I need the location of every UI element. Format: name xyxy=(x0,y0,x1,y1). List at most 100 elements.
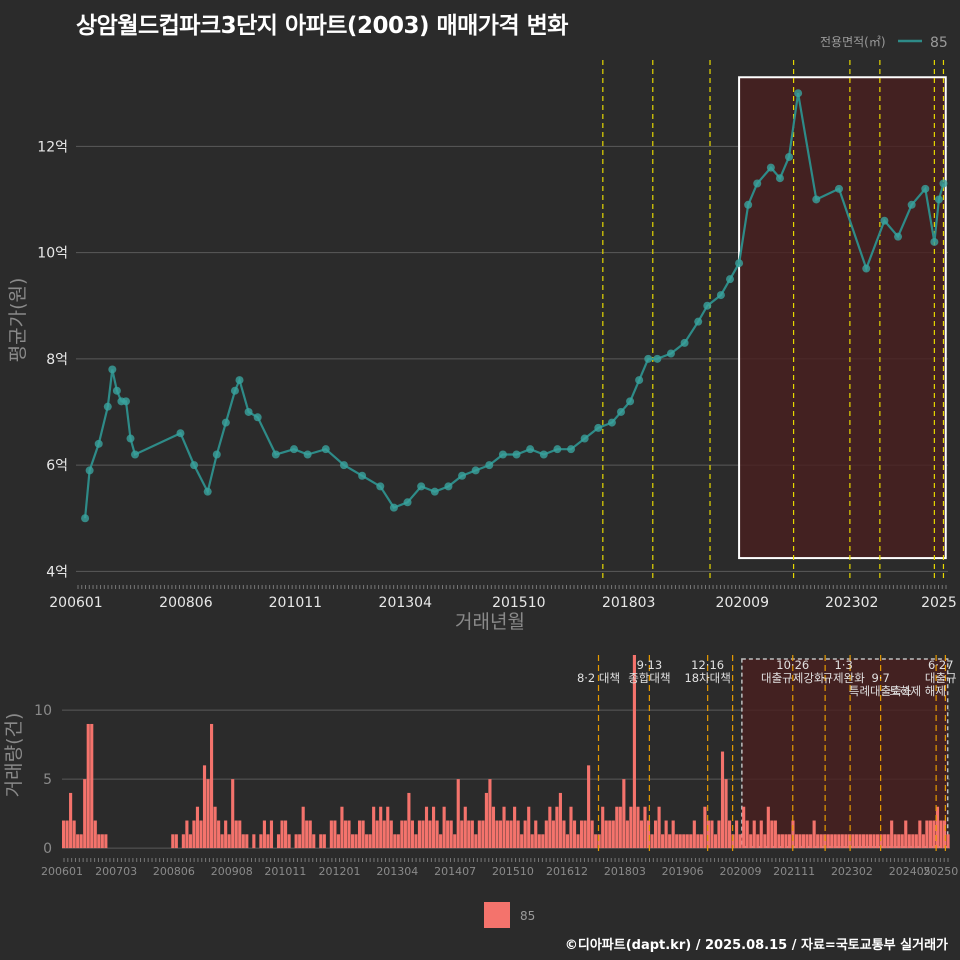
volume-bar xyxy=(375,820,379,849)
volume-bar xyxy=(410,820,414,849)
volume-bar xyxy=(562,820,566,849)
volume-bar xyxy=(668,834,672,849)
price-point xyxy=(121,397,130,406)
price-point xyxy=(567,445,576,454)
price-point xyxy=(498,450,507,459)
price-point xyxy=(680,338,689,347)
volume-bar xyxy=(234,820,238,849)
volume-bar xyxy=(432,806,436,849)
x-tick-label: 200908 xyxy=(211,865,253,878)
price-point xyxy=(812,195,821,204)
volume-bar xyxy=(506,820,510,849)
price-point xyxy=(485,461,494,470)
price-point xyxy=(726,275,734,284)
policy-label: 1·3 xyxy=(834,658,852,672)
volume-bar xyxy=(816,834,820,849)
price-point xyxy=(235,376,244,385)
volume-bar xyxy=(883,834,887,849)
y-tick-label: 6억 xyxy=(46,458,68,474)
volume-bar xyxy=(854,834,858,849)
volume-bar xyxy=(696,834,700,849)
price-point xyxy=(253,413,262,422)
volume-bar xyxy=(678,834,682,849)
volume-bar xyxy=(65,820,69,849)
volume-bar xyxy=(819,834,823,849)
policy-label: 종합대책 xyxy=(628,671,670,685)
volume-bar xyxy=(86,723,90,849)
volume-bar xyxy=(541,834,545,849)
volume-bar xyxy=(259,834,263,849)
price-point xyxy=(753,179,762,188)
y-tick-label: 0 xyxy=(43,841,52,857)
x-tick-label: 201201 xyxy=(319,865,361,878)
volume-bar xyxy=(876,834,880,849)
volume-bar xyxy=(590,820,594,849)
volume-bar xyxy=(935,806,940,849)
volume-bar xyxy=(675,834,679,849)
price-point xyxy=(303,450,312,459)
volume-bar xyxy=(414,834,418,849)
volume-bar xyxy=(484,792,488,849)
y-tick-label: 5 xyxy=(43,772,52,788)
volume-bar xyxy=(706,820,710,849)
volume-bar xyxy=(403,820,407,849)
price-point xyxy=(617,407,625,416)
volume-bar xyxy=(513,806,517,849)
volume-bar xyxy=(840,834,844,849)
x-tick-label: 201803 xyxy=(602,595,655,611)
volume-bar xyxy=(266,834,270,849)
policy-label: 9·13 xyxy=(637,658,663,672)
price-point xyxy=(321,445,330,454)
volume-bar xyxy=(389,820,393,849)
x-tick-label: 200703 xyxy=(95,865,137,878)
volume-bar xyxy=(520,834,524,849)
x-tick-label: 201304 xyxy=(379,595,433,611)
volume-bar xyxy=(766,806,770,849)
y-axis-title: 거래량(건) xyxy=(3,713,25,798)
price-point xyxy=(339,461,348,470)
volume-bar xyxy=(643,806,647,849)
volume-bar xyxy=(305,820,309,849)
volume-bar xyxy=(735,820,739,849)
volume-bar xyxy=(752,820,756,849)
x-tick-label: 201510 xyxy=(492,595,545,611)
volume-bar xyxy=(453,834,457,849)
x-tick-label: 200806 xyxy=(153,865,195,878)
volume-bar xyxy=(220,834,224,849)
volume-bar xyxy=(171,834,175,849)
volume-bar xyxy=(333,820,337,849)
volume-bar xyxy=(530,834,534,849)
volume-bar xyxy=(347,820,351,849)
price-point xyxy=(766,163,775,172)
volume-bar xyxy=(76,834,80,849)
volume-bar xyxy=(343,820,348,849)
volume-bar xyxy=(664,820,668,849)
y-tick-label: 12억 xyxy=(37,139,68,155)
volume-bar xyxy=(809,834,813,849)
volume-bar xyxy=(386,806,390,849)
volume-bar xyxy=(72,820,76,849)
volume-bar xyxy=(565,834,570,849)
volume-bar xyxy=(904,820,908,849)
price-point xyxy=(108,365,117,374)
volume-bar xyxy=(699,834,703,849)
volume-bar xyxy=(893,834,897,849)
price-point xyxy=(458,471,467,480)
price-point xyxy=(539,450,548,459)
price-point xyxy=(735,259,744,268)
y-tick-label: 8억 xyxy=(46,352,68,368)
volume-bar xyxy=(417,820,422,849)
volume-bar xyxy=(654,820,658,849)
x-tick-label: 201612 xyxy=(546,865,588,878)
volume-bar xyxy=(636,806,640,849)
price-point xyxy=(290,445,298,454)
volume-bar xyxy=(703,806,707,849)
volume-bar xyxy=(79,834,83,849)
x-tick-label: 200601 xyxy=(49,595,102,611)
y-tick-label: 10억 xyxy=(37,246,68,262)
volume-bar xyxy=(100,834,104,849)
volume-bar xyxy=(608,820,612,849)
price-point xyxy=(653,354,662,363)
volume-bar xyxy=(833,834,837,849)
